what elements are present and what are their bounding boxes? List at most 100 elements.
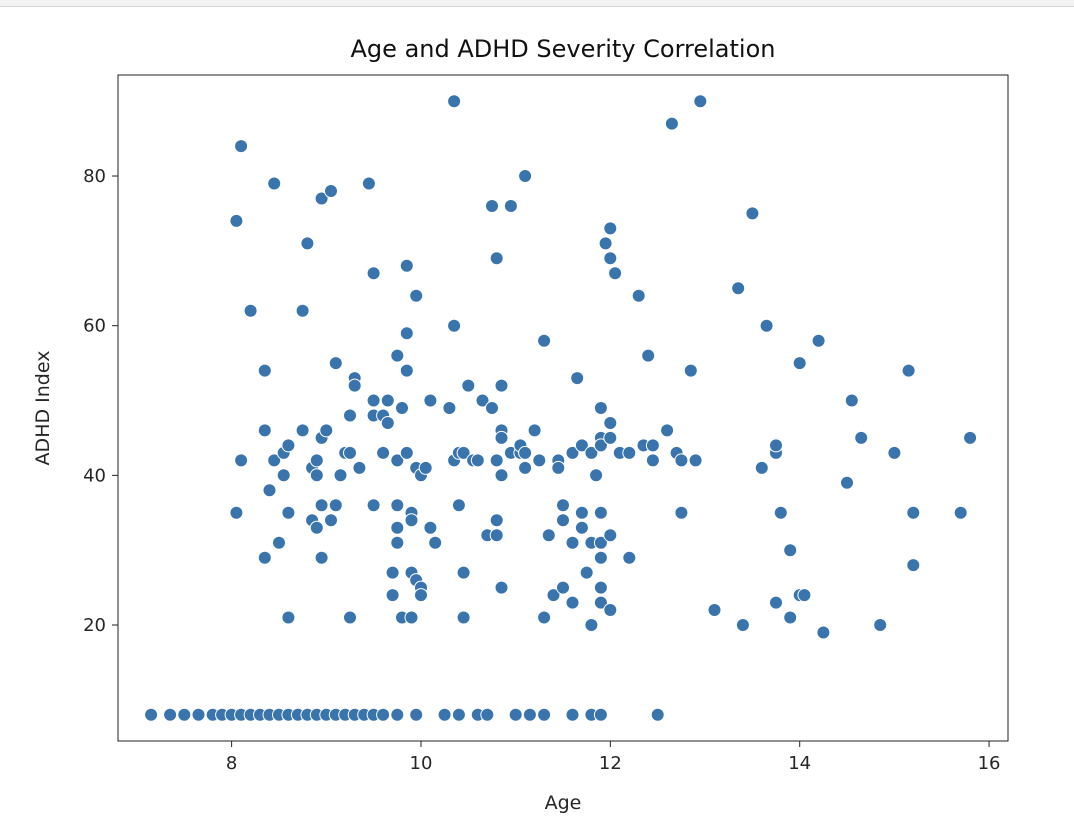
data-point [257,550,272,565]
data-point [461,378,476,393]
data-point [234,453,249,468]
data-point [324,513,338,528]
data-point [234,139,249,154]
data-point [963,430,978,445]
data-point [366,266,381,281]
data-point [565,445,580,460]
data-point [414,588,428,603]
data-point [343,445,357,460]
data-point [314,191,329,206]
data-point [574,505,589,520]
data-point [257,423,272,438]
data-point [556,580,570,595]
data-point [281,610,296,625]
data-point [565,707,580,722]
data-point [456,610,471,625]
data-point [309,468,324,483]
data-point [480,707,495,722]
data-point [390,453,405,468]
y-tick-label: 60 [83,316,106,337]
data-point [574,520,589,535]
data-point [537,707,552,722]
data-point [347,378,362,393]
data-point [229,505,244,520]
x-axis-label: Age [545,792,582,814]
data-point [603,221,618,236]
y-axis: 20 40 60 80 [83,166,118,636]
data-point [390,520,405,535]
data-point [404,610,419,625]
data-point [409,288,424,303]
data-point [735,618,750,632]
data-point [395,401,409,415]
data-point [423,520,438,535]
data-point [409,707,424,722]
data-point [593,505,608,520]
data-point [518,460,533,475]
data-point [451,498,466,513]
data-point [792,356,807,371]
data-point [584,618,599,632]
data-point [333,468,348,483]
data-point [664,116,679,131]
y-tick-label: 80 [83,166,106,187]
y-tick-label: 40 [83,465,106,486]
data-point [437,707,452,722]
data-point [489,528,504,543]
data-point [428,535,443,550]
data-point [144,707,159,722]
data-point [603,416,618,430]
data-point [707,603,722,617]
data-point [522,707,537,722]
data-point [693,94,708,109]
data-point [385,565,400,580]
data-point [593,550,608,565]
data-point [570,371,585,386]
data-point [485,199,499,213]
data-point [645,453,660,468]
data-point [309,520,324,535]
data-point [688,453,703,468]
x-tick-label: 12 [599,753,622,774]
data-point [390,535,405,550]
data-point [811,333,826,348]
data-point [503,199,518,213]
data-point [229,213,244,228]
data-point [191,707,206,722]
data-point [423,393,438,408]
plot-area [118,75,1008,741]
data-point [674,453,689,468]
data-point [603,430,618,445]
data-point [537,333,552,348]
data-point [532,453,547,468]
data-point [769,438,783,453]
data-point [541,528,556,543]
y-tick-label: 20 [83,615,106,636]
data-point [593,535,608,550]
data-point [844,393,859,408]
data-point [551,460,566,475]
data-point [243,303,258,318]
data-point [267,176,282,191]
data-point [579,565,594,580]
data-point [177,707,192,722]
data-point [556,513,570,528]
data-point [300,236,315,251]
data-point [366,393,381,408]
data-point [574,438,589,453]
data-point [399,258,414,273]
data-point [556,498,570,513]
data-point [494,580,509,595]
data-point [489,453,504,468]
data-point [272,535,286,550]
data-point [385,588,400,603]
data-point [376,445,391,460]
data-point [309,453,324,468]
data-point [508,707,523,722]
data-point [257,363,272,378]
data-point [494,430,509,445]
data-point [163,707,178,722]
data-point [456,445,471,460]
data-point [328,356,343,371]
data-point [854,430,869,445]
